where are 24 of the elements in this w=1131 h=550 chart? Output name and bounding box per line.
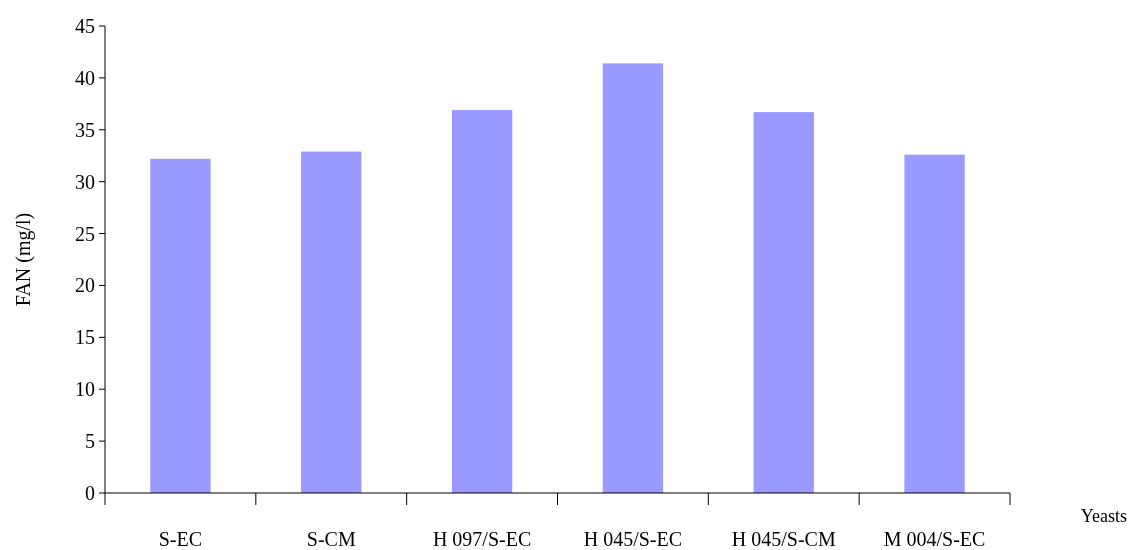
- y-tick-label: 10: [75, 378, 95, 401]
- y-tick-label: 20: [75, 274, 95, 297]
- y-tick-label: 40: [75, 66, 95, 89]
- bar: [904, 154, 965, 493]
- y-tick-label: 25: [75, 222, 95, 245]
- y-tick-label: 45: [75, 15, 95, 37]
- y-tick-label: 30: [75, 170, 95, 193]
- y-tick-label: 15: [75, 326, 95, 349]
- y-tick-label: 0: [85, 482, 95, 504]
- x-tick-label: S-EC: [158, 528, 203, 550]
- x-tick-label: S-CM: [306, 528, 356, 550]
- bar: [301, 151, 362, 493]
- bar: [753, 112, 814, 493]
- y-tick-label: 35: [75, 118, 95, 141]
- bar: [451, 110, 513, 493]
- x-tick-label: M 004/S-EC: [883, 528, 986, 550]
- bar: [150, 158, 211, 493]
- y-axis-title: FAN (mg/l): [12, 212, 35, 307]
- x-axis-title: Yeasts: [1080, 506, 1127, 526]
- x-tick-label: H 045/S-CM: [731, 528, 836, 550]
- x-tick-label: H 097/S-EC: [432, 528, 532, 550]
- x-tick-label: H 045/S-EC: [583, 528, 683, 550]
- y-tick-label: 5: [85, 430, 95, 453]
- bar: [602, 63, 664, 493]
